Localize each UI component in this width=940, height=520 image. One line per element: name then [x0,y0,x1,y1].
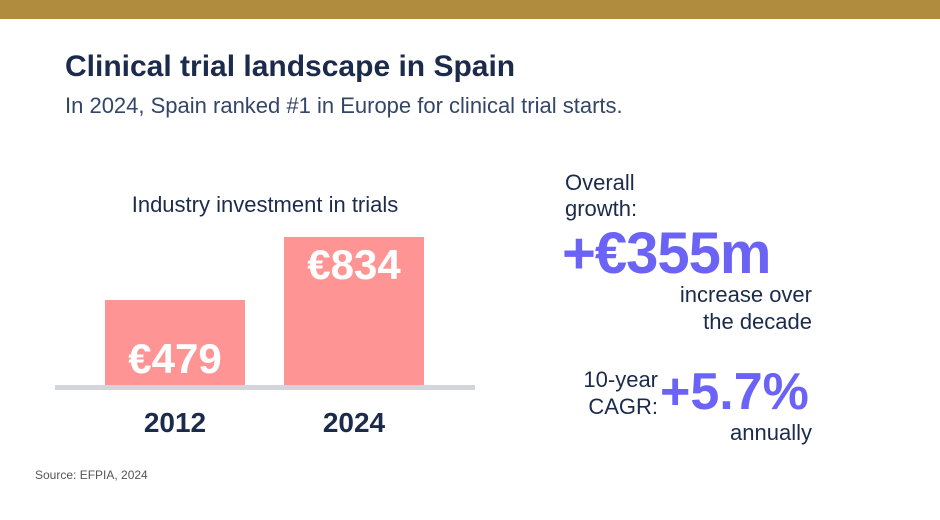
baseline [55,385,475,390]
top-accent-bar [0,0,940,19]
growth-value: +€355m [562,221,771,286]
growth-note: increase over the decade [679,282,812,334]
x-tick-label: 2012 [144,407,206,438]
growth-label: Overall growth: [565,170,638,221]
page-subtitle: In 2024, Spain ranked #1 in Europe for c… [65,93,623,118]
bar-2024 [284,237,424,385]
bar-value-label: €479 [128,335,221,382]
page-title: Clinical trial landscape in Spain [65,50,516,83]
cagr-value: +5.7% [660,363,809,421]
bar-value-label: €834 [307,241,401,288]
source-note: Source: EFPIA, 2024 [35,468,148,482]
cagr-note: annually [730,420,812,445]
x-tick-label: 2024 [323,407,386,438]
bar-2012 [105,299,245,385]
cagr-label: 10-year CAGR: [583,367,658,419]
chart-title: Industry investment in trials [131,192,399,217]
